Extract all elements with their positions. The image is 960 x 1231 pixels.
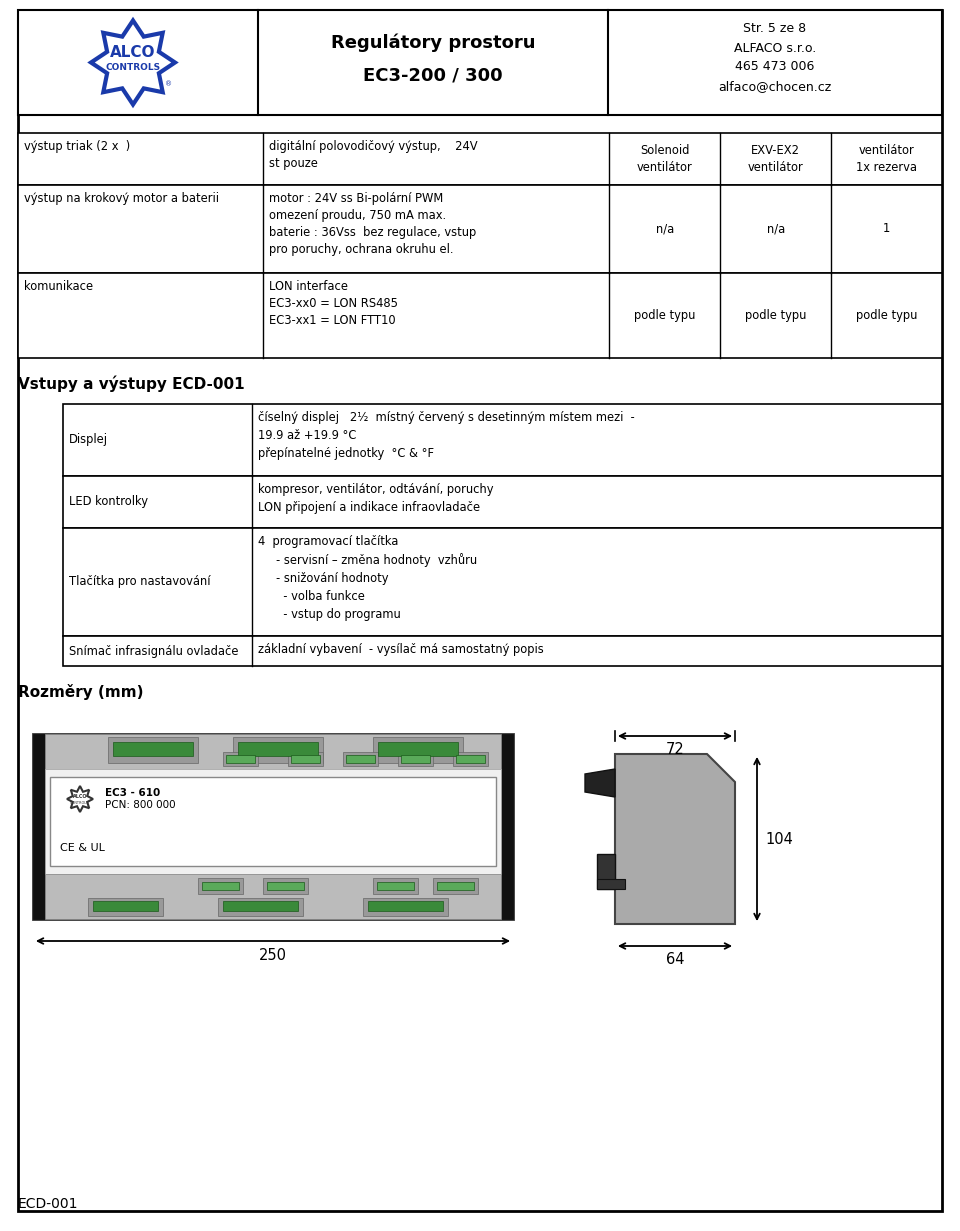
Bar [18,273,942,358]
Bar [501,734,513,920]
Polygon shape [117,47,149,78]
Bar [343,752,378,766]
Text: podle typu: podle typu [635,309,695,323]
Bar [263,878,308,894]
Bar [437,881,474,890]
Bar [45,874,501,920]
Text: výstup na krokový motor a baterii: výstup na krokový motor a baterii [24,192,219,206]
Text: CONTROLS: CONTROLS [106,63,160,71]
Bar [433,878,478,894]
Bar [401,755,430,763]
Bar [223,901,298,911]
Text: n/a: n/a [766,223,785,235]
Text: 4  programovací tlačítka
     - servisní – změna hodnoty  vzhůru
     - snižován: 4 programovací tlačítka - servisní – změ… [258,535,477,622]
Bar [88,897,163,916]
Bar [226,755,255,763]
Bar [377,881,414,890]
Bar [113,742,193,756]
Text: EXV-EX2
ventilátor: EXV-EX2 ventilátor [748,144,804,174]
Bar [288,752,323,766]
Bar [93,901,158,911]
Bar [291,755,320,763]
Polygon shape [91,21,175,105]
Bar [267,881,304,890]
Bar [108,737,198,763]
Text: ventilátor
1x rezerva: ventilátor 1x rezerva [856,144,917,174]
Bar [50,777,496,865]
Text: podle typu: podle typu [856,309,917,323]
Text: Solenoid
ventilátor: Solenoid ventilátor [636,144,693,174]
Text: LON interface
EC3-xx0 = LON RS485
EC3-xx1 = LON FTT10: LON interface EC3-xx0 = LON RS485 EC3-xx… [269,279,397,327]
Text: EC3 - 610: EC3 - 610 [105,788,160,798]
Text: Displej: Displej [69,433,108,447]
Text: 64: 64 [665,953,684,968]
Bar [45,734,501,769]
Bar [63,476,942,528]
Text: podle typu: podle typu [745,309,806,323]
Bar [63,528,942,636]
Bar [373,737,463,763]
Text: ALCO: ALCO [110,46,156,60]
Text: n/a: n/a [656,223,674,235]
Text: PCN: 800 000: PCN: 800 000 [105,800,176,810]
Bar [373,878,418,894]
Bar [202,881,239,890]
Text: 104: 104 [765,831,793,847]
Bar [346,755,375,763]
Text: Snímač infrasignálu ovladače: Snímač infrasignálu ovladače [69,645,238,657]
Bar [63,404,942,476]
Bar [33,734,513,920]
Text: Vstupy a výstupy ECD-001: Vstupy a výstupy ECD-001 [18,375,245,393]
Bar [238,742,318,756]
Bar [597,879,625,889]
Bar [456,755,485,763]
Bar [63,636,942,666]
Text: alfaco@chocen.cz: alfaco@chocen.cz [718,80,831,94]
Bar [233,737,323,763]
Polygon shape [585,769,615,796]
Bar [45,769,501,874]
Text: Regulátory prostoru: Regulátory prostoru [331,33,536,52]
Bar [218,897,303,916]
Text: CE & UL: CE & UL [60,843,105,853]
Text: 465 473 006: 465 473 006 [735,60,815,74]
Bar [368,901,443,911]
Bar [33,734,45,920]
Bar [18,133,942,185]
Text: LED kontrolky: LED kontrolky [69,496,148,508]
Text: motor : 24V ss Bi-polární PWM
omezení proudu, 750 mA max.
baterie : 36Vss  bez r: motor : 24V ss Bi-polární PWM omezení pr… [269,192,476,256]
Text: ALFACO s.r.o.: ALFACO s.r.o. [733,42,816,54]
Text: 250: 250 [259,948,287,963]
Text: ®: ® [165,81,173,87]
Text: Rozměry (mm): Rozměry (mm) [18,684,143,700]
Text: CONTROLS: CONTROLS [70,801,89,805]
Text: EC3-200 / 300: EC3-200 / 300 [363,66,503,85]
Text: 1: 1 [883,223,890,235]
Bar [18,185,942,273]
Bar [18,10,942,114]
Bar [398,752,433,766]
Bar [198,878,243,894]
Bar [223,752,258,766]
Bar [597,854,615,889]
Bar [378,742,458,756]
Text: komunikace: komunikace [24,279,93,293]
Text: výstup triak (2 x  ): výstup triak (2 x ) [24,140,131,153]
Text: 72: 72 [665,742,684,757]
Text: digitální polovodičový výstup,    24V
st pouze: digitální polovodičový výstup, 24V st po… [269,140,477,170]
Text: Str. 5 ze 8: Str. 5 ze 8 [743,21,806,34]
Text: Tlačítka pro nastavování: Tlačítka pro nastavování [69,576,210,588]
Bar [363,897,448,916]
Polygon shape [615,755,735,924]
Text: kompresor, ventilátor, odtávání, poruchy
LON připojení a indikace infraovladače: kompresor, ventilátor, odtávání, poruchy… [258,483,493,515]
Text: základní vybavení  - vysílač má samostatný popis: základní vybavení - vysílač má samostatn… [258,643,543,656]
Text: ECD-001: ECD-001 [18,1197,79,1211]
Text: číselný displej   2½  místný červený s desetinným místem mezi  -
19.9 až +19.9 °: číselný displej 2½ místný červený s dese… [258,411,635,460]
Text: ALCO: ALCO [73,794,87,799]
Polygon shape [67,787,93,812]
Bar [453,752,488,766]
